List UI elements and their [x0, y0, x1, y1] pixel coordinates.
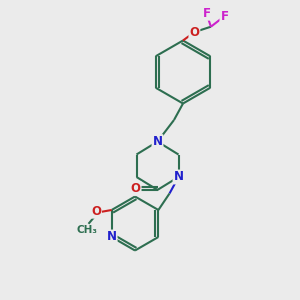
Text: CH₃: CH₃	[76, 225, 98, 236]
Text: F: F	[220, 10, 228, 23]
Text: O: O	[91, 205, 101, 218]
Text: F: F	[202, 7, 210, 20]
Text: N: N	[152, 135, 163, 148]
Text: N: N	[173, 170, 184, 184]
Text: O: O	[130, 182, 141, 195]
Text: N: N	[106, 230, 117, 244]
Text: O: O	[189, 26, 200, 39]
